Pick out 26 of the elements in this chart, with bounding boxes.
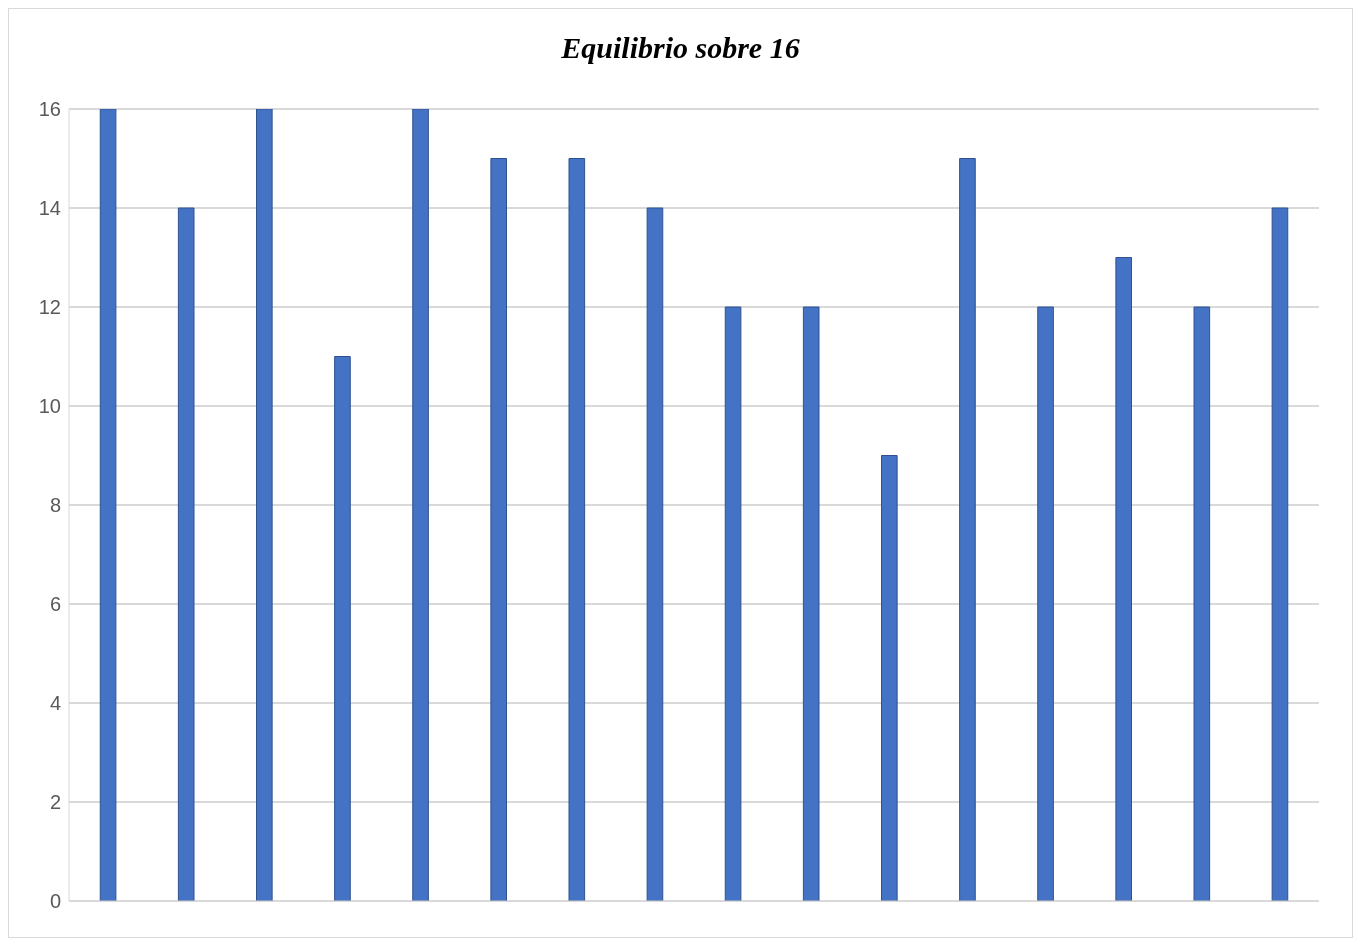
y-tick-label: 12	[38, 296, 61, 319]
y-tick-label: 16	[38, 98, 61, 121]
bar	[1037, 306, 1054, 901]
bar	[256, 109, 273, 901]
bar	[1271, 207, 1289, 901]
y-tick-label: 14	[38, 197, 61, 220]
bar	[724, 306, 742, 901]
y-tick-label: 4	[49, 692, 61, 715]
bar	[881, 455, 898, 901]
bar	[802, 306, 820, 901]
y-tick-label: 2	[49, 791, 61, 814]
y-tick-label: 0	[49, 890, 61, 913]
bar	[490, 158, 507, 901]
bar	[177, 207, 195, 901]
y-tick-label: 10	[38, 395, 61, 418]
bar	[99, 109, 117, 901]
bar	[334, 356, 351, 901]
bar	[646, 207, 664, 901]
bar	[959, 158, 976, 901]
bar	[412, 109, 429, 901]
y-tick-label: 6	[49, 593, 61, 616]
bar	[1115, 257, 1132, 901]
bar	[568, 158, 586, 901]
y-tick-label: 8	[49, 494, 61, 517]
bar	[1193, 306, 1211, 901]
chart-title: Equilibrio sobre 16	[560, 30, 801, 66]
